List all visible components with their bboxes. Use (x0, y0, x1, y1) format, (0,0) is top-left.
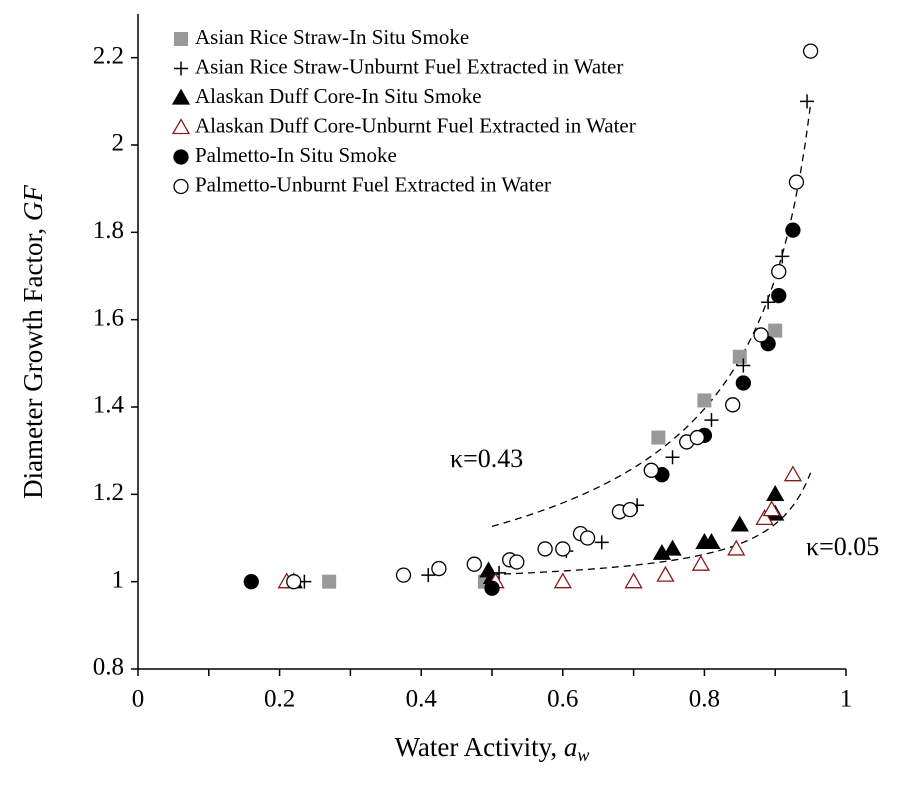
circle-marker (771, 287, 787, 304)
circle-marker (735, 375, 751, 391)
open-triangle-marker (762, 500, 781, 517)
open-circle-marker (395, 567, 412, 583)
y-tick-label: 1.6 (93, 304, 124, 331)
x-tick-label: 0 (132, 686, 145, 713)
y-tick-label: 1.4 (93, 392, 125, 419)
fit-annotation: κ=0.05 (806, 532, 879, 561)
open-triangle-marker (171, 118, 191, 135)
x-label-text: Water Activity, (395, 732, 564, 762)
y-label-text: Diameter Growth Factor, (18, 221, 48, 499)
legend: Asian Rice Straw-In Situ Smoke Asian Rice… (171, 25, 636, 196)
plus-marker (704, 413, 719, 428)
triangle-marker (730, 515, 749, 532)
open-circle-marker (689, 429, 705, 446)
open-circle-marker (771, 263, 787, 280)
open-circle-marker (173, 178, 189, 195)
open-circle-marker (537, 541, 553, 557)
open-triangle-marker (755, 509, 774, 525)
x-label-subscript: w (577, 745, 589, 765)
x-tick-label: 0.6 (547, 686, 578, 713)
series (277, 465, 803, 589)
square-marker (651, 430, 666, 445)
circle-marker (243, 574, 259, 590)
y-tick-label: 1.2 (93, 479, 124, 506)
open-circle-marker (725, 397, 741, 413)
x-label-symbol: a (564, 732, 578, 762)
open-triangle-marker (783, 465, 803, 482)
y-label-symbol: GF (18, 185, 48, 221)
square-marker (732, 349, 747, 364)
open-circle-marker (622, 501, 638, 518)
circle-marker (484, 580, 500, 596)
circle-marker (173, 149, 189, 165)
legend-label: Palmetto-In Situ Smoke (195, 143, 397, 167)
y-tick-label: 2.2 (93, 42, 124, 69)
open-triangle-marker (691, 554, 710, 571)
open-circle-marker (802, 43, 819, 59)
y-tick-label: 2 (112, 130, 125, 157)
open-circle-marker (753, 327, 769, 343)
legend-label: Alaskan Duff Core-In Situ Smoke (195, 84, 482, 108)
series (297, 94, 815, 589)
plus-marker (761, 295, 776, 310)
plus-marker (594, 535, 609, 550)
open-triangle-marker (656, 565, 675, 582)
square-marker (174, 32, 188, 46)
x-tick-label: 0.4 (406, 686, 438, 713)
triangle-marker (766, 485, 785, 501)
y-tick-label: 1 (112, 566, 125, 593)
series (286, 43, 819, 590)
open-triangle-marker (624, 572, 643, 589)
x-tick-label: 0.8 (689, 686, 720, 713)
legend-label: Asian Rice Straw-In Situ Smoke (195, 25, 469, 49)
square-marker (768, 323, 783, 338)
legend-label: Asian Rice Straw-Unburnt Fuel Extracted … (195, 54, 623, 78)
x-tick-label: 0.2 (264, 686, 295, 713)
open-circle-marker (431, 560, 447, 577)
series (243, 222, 801, 596)
circle-marker (785, 222, 801, 238)
plus-marker (736, 358, 751, 373)
open-circle-marker (555, 541, 571, 557)
fit-annotation: κ=0.43 (450, 444, 523, 473)
fit-curve (491, 104, 812, 527)
open-triangle-marker (727, 539, 746, 556)
open-triangle-marker (553, 572, 572, 589)
legend-label: Palmetto-Unburnt Fuel Extracted in Water (195, 172, 551, 196)
square-marker (322, 574, 337, 589)
triangle-marker (171, 88, 191, 105)
plus-marker (174, 61, 188, 76)
fit-curve (491, 472, 812, 576)
square-marker (697, 393, 712, 408)
y-tick-label: 0.8 (93, 654, 124, 681)
x-tick-label: 1 (840, 686, 853, 713)
plus-marker (665, 450, 680, 465)
y-tick-label: 1.8 (93, 217, 124, 244)
open-circle-marker (466, 556, 482, 572)
plus-marker (800, 94, 815, 109)
plus-marker (775, 249, 790, 264)
open-circle-marker (579, 530, 596, 546)
legend-label: Alaskan Duff Core-Unburnt Fuel Extracted… (195, 113, 636, 137)
x-axis-label: Water Activity, aw (395, 732, 590, 765)
open-circle-marker (509, 554, 525, 570)
y-axis-label: Diameter Growth Factor, GF (18, 185, 48, 499)
triangle-marker (702, 533, 721, 550)
open-circle-marker (788, 174, 805, 190)
open-circle-marker (643, 462, 659, 478)
open-circle-marker (286, 574, 302, 590)
plus-marker (421, 568, 436, 583)
triangle-marker (663, 539, 682, 556)
